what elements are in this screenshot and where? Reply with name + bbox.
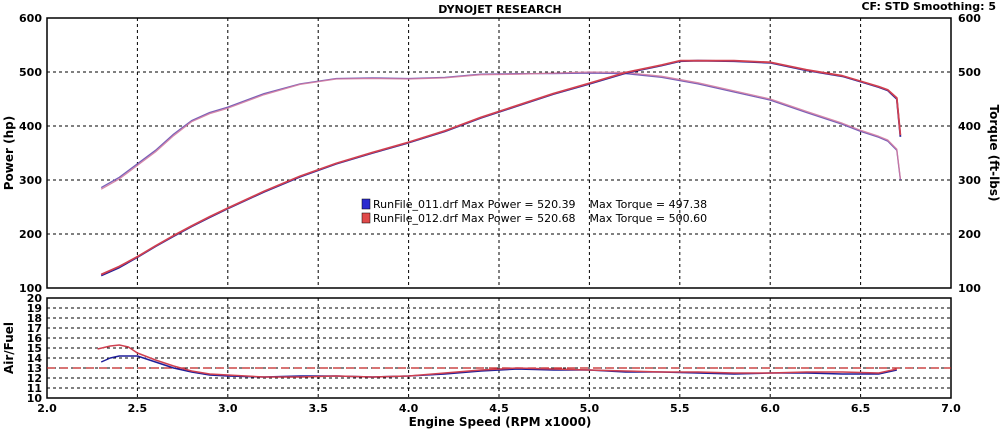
- legend-swatch-run2: [361, 212, 371, 224]
- x-tick-label: 6.0: [760, 402, 780, 415]
- torque-axis-ticks: 100 200 300 400 500 600: [958, 12, 981, 295]
- power-tick-label: 200: [19, 228, 42, 241]
- air-fuel-tick-label: 10: [27, 392, 43, 405]
- air-fuel-tick-label: 20: [27, 292, 43, 305]
- power-axis-ticks: 100 200 300 400 500 600: [19, 12, 42, 295]
- power-axis-label: Power (hp): [2, 116, 16, 190]
- air-fuel-tick-label: 14: [27, 352, 43, 365]
- air-fuel-axis-ticks: 10 12 14 16 18 20 11 13 15 17 19: [27, 292, 43, 405]
- x-tick-label: 2.0: [37, 402, 57, 415]
- air-fuel-tick-label: 15: [27, 342, 42, 355]
- air-fuel-series: [97, 344, 897, 378]
- power-tick-label: 500: [19, 66, 42, 79]
- torque-tick-label: 500: [958, 66, 981, 79]
- x-tick-label: 5.5: [670, 402, 690, 415]
- x-tick-label: 4.0: [399, 402, 419, 415]
- rpm-axis-label: Engine Speed (RPM x1000): [409, 415, 592, 429]
- air-fuel-tick-label: 19: [27, 302, 42, 315]
- power-tick-label: 600: [19, 12, 42, 25]
- legend-entry-run2: RunFile_012.drf Max Power = 520.68 Max T…: [373, 212, 707, 225]
- power-tick-label: 300: [19, 174, 42, 187]
- torque-tick-label: 200: [958, 228, 981, 241]
- legend-entry-run1: RunFile_011.drf Max Power = 520.39 Max T…: [373, 198, 707, 211]
- torque-tick-label: 300: [958, 174, 981, 187]
- torque-line-run2: [100, 71, 902, 190]
- air-fuel-tick-label: 16: [27, 332, 43, 345]
- power-tick-label: 400: [19, 120, 42, 133]
- air-fuel-axis-label: Air/Fuel: [2, 322, 16, 374]
- power-line-run2: [100, 59, 902, 276]
- x-tick-label: 5.0: [580, 402, 600, 415]
- torque-tick-label: 100: [958, 282, 981, 295]
- power-grid: [47, 18, 951, 288]
- rpm-axis-ticks: 2.0 2.5 3.0 3.5 4.0 4.5 5.0 5.5 6.0 6.5 7.0: [37, 402, 961, 415]
- chart-title: DYNOJET RESEARCH: [438, 3, 561, 16]
- torque-tick-label: 400: [958, 120, 981, 133]
- air-fuel-line-run2: [97, 344, 897, 378]
- x-tick-label: 6.5: [851, 402, 871, 415]
- torque-axis-label: Torque (ft-lbs): [987, 105, 1001, 202]
- legend: RunFile_011.drf Max Power = 520.39 Max T…: [361, 198, 707, 225]
- air-fuel-tick-label: 17: [27, 322, 42, 335]
- x-tick-label: 3.0: [218, 402, 238, 415]
- legend-swatch-run1: [361, 198, 371, 210]
- air-fuel-tick-label: 18: [27, 312, 42, 325]
- air-fuel-tick-label: 13: [27, 362, 42, 375]
- x-tick-label: 4.5: [489, 402, 509, 415]
- air-fuel-tick-label: 12: [27, 372, 42, 385]
- power-torque-series: [100, 59, 902, 277]
- x-tick-label: 2.5: [128, 402, 148, 415]
- torque-tick-label: 600: [958, 12, 981, 25]
- x-tick-label: 7.0: [941, 402, 961, 415]
- air-fuel-grid: [47, 298, 951, 398]
- settings-readout: CF: STD Smoothing: 5: [861, 0, 996, 13]
- x-tick-label: 3.5: [308, 402, 328, 415]
- power-tick-label: 100: [19, 282, 42, 295]
- air-fuel-tick-label: 11: [27, 382, 42, 395]
